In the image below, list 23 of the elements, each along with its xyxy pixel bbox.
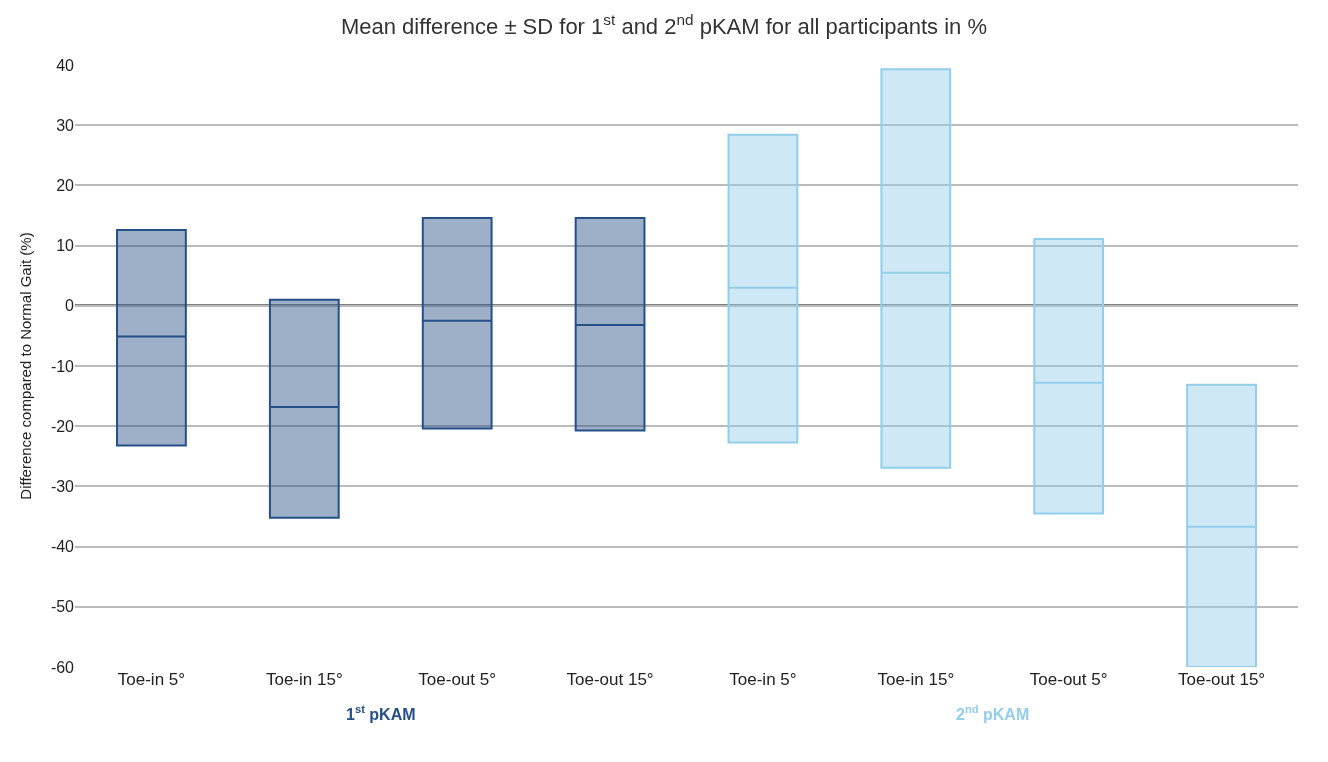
x-tick-label: Toe-in 5° [729,670,797,689]
x-tick-label: Toe-out 5° [1029,670,1108,689]
text: 1$^{st}$ pKAM [346,703,416,723]
y-tick-label: -40 [50,538,75,556]
y-tick-label: -50 [50,598,75,616]
x-tick-label: Toe-out 15° [1177,670,1266,689]
y-tick-label: -20 [50,417,75,435]
y-tick-label: 30 [56,116,75,134]
x-tick-label: Toe-in 5° [117,670,186,689]
y-tick-label: -30 [50,478,75,495]
y-tick-label: -10 [50,357,75,375]
y-tick-label: 40 [56,56,75,74]
y-tick-label: 10 [56,237,75,255]
y-tick-label: 0 [65,297,75,315]
x-tick-label: Toe-in 15° [877,670,955,689]
x-tick-label: Toe-out 15° [566,670,654,689]
x-tick-label: Toe-out 5° [418,670,497,689]
y-tick-label: -60 [50,658,75,676]
x-tick-label: Toe-in 15° [265,670,343,689]
y-tick-label: 20 [56,177,75,194]
text: 2$^{nd}$ pKAM [956,703,1030,723]
chart-title: Mean difference ± SD for 1$^{st}$ and 2$^{nd}$ pKAM for all participants in % [340,11,988,40]
y-axis-title: Difference compared to Normal Gait (%) [17,232,35,500]
